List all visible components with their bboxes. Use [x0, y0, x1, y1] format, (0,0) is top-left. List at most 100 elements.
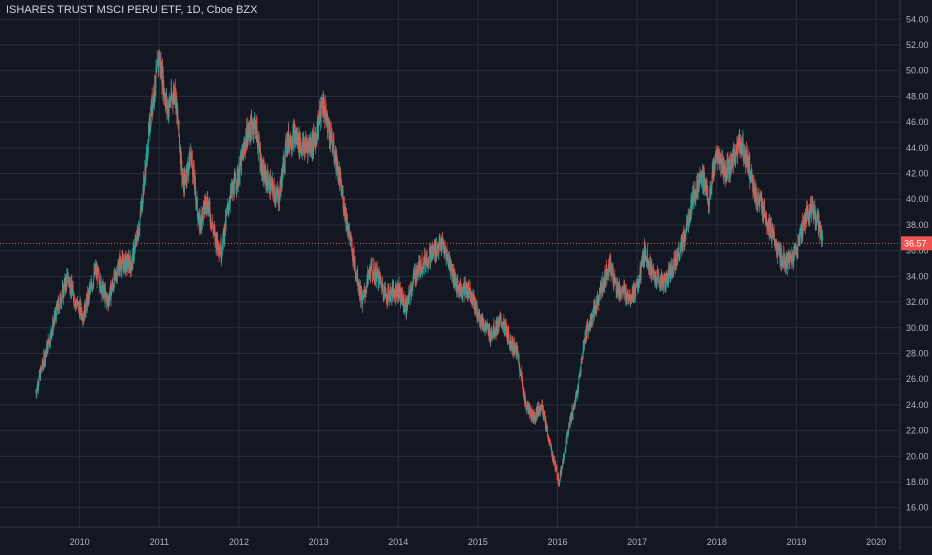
candle-body: [337, 160, 338, 166]
candle-body: [269, 176, 270, 191]
candle-body: [685, 239, 686, 242]
candle-body: [692, 192, 693, 204]
candle-body: [134, 246, 135, 254]
candle-body: [362, 304, 363, 308]
candle-body: [777, 247, 778, 257]
candle-body: [687, 218, 688, 224]
candle-body: [498, 319, 499, 327]
candle-body: [681, 239, 682, 245]
candle-body: [550, 441, 551, 444]
candle-body: [606, 274, 607, 276]
candle-body: [672, 269, 673, 276]
candle-body: [598, 300, 599, 305]
candle-body: [329, 128, 330, 138]
candle-body: [524, 392, 525, 400]
candle-body: [131, 267, 132, 270]
candle-body: [567, 432, 568, 443]
candle-body: [366, 290, 367, 291]
candle-body: [384, 290, 385, 297]
candle-body: [66, 275, 67, 287]
candle-body: [386, 292, 387, 298]
candle-body: [131, 256, 132, 264]
chart-title: ISHARES TRUST MSCI PERU ETF, 1D, Cboe BZ…: [6, 4, 257, 16]
candle-body: [349, 228, 350, 234]
candle-body: [566, 441, 567, 450]
candle-body: [456, 281, 457, 289]
candle-body: [788, 257, 789, 270]
candle-body: [354, 251, 355, 262]
candle-body: [608, 268, 609, 275]
candle-body: [119, 260, 120, 270]
candle-body: [731, 159, 732, 174]
candle-body: [473, 293, 474, 301]
candle-body: [323, 99, 324, 113]
candle-body: [420, 261, 421, 273]
candle-body: [378, 272, 379, 284]
candle-body: [671, 264, 672, 275]
candle-body: [591, 317, 592, 325]
candle-body: [50, 330, 51, 342]
candle-body: [51, 329, 52, 333]
candle-body: [532, 410, 533, 414]
candle-body: [315, 135, 316, 149]
candle-body: [110, 287, 111, 296]
candle-body: [667, 277, 668, 281]
candle-body: [485, 326, 486, 330]
candle-body: [619, 285, 620, 292]
candle-body: [733, 150, 734, 167]
candle-body: [534, 415, 535, 421]
candle-body: [810, 217, 811, 219]
candle-body: [328, 124, 329, 133]
candle-body: [85, 302, 86, 313]
candle-body: [581, 363, 582, 373]
candle-body: [74, 296, 75, 304]
candle-body: [643, 255, 644, 264]
candle-body: [179, 121, 180, 135]
candle-body: [494, 323, 495, 336]
candle-body: [59, 307, 60, 311]
candle-body: [764, 206, 765, 217]
candle-body: [768, 224, 769, 227]
candle-body: [46, 351, 47, 352]
candle-body: [422, 258, 423, 272]
candle-body: [274, 189, 275, 198]
candle-body: [800, 237, 801, 243]
candle-body: [226, 215, 227, 226]
candle-body: [276, 194, 277, 200]
candle-body: [697, 176, 698, 186]
candle-body: [615, 276, 616, 280]
candle-body: [123, 263, 124, 264]
candle-body: [688, 224, 689, 227]
candle-body: [723, 164, 724, 179]
candle-body: [462, 287, 463, 293]
candle-body: [181, 149, 182, 169]
candle-body: [613, 268, 614, 284]
candle-body: [584, 344, 585, 347]
candle-body: [261, 160, 262, 176]
candle-body: [47, 345, 48, 354]
candle-body: [578, 384, 579, 390]
candle-body: [223, 232, 224, 235]
candle-body: [275, 192, 276, 201]
candle-body: [420, 272, 421, 273]
candle-body: [752, 174, 753, 189]
candle-body: [343, 193, 344, 208]
candle-body: [690, 207, 691, 214]
candle-body: [117, 266, 118, 274]
candle-body: [87, 297, 88, 308]
candle-body: [650, 264, 651, 273]
candle-body: [416, 269, 417, 278]
candle-body: [546, 420, 547, 426]
candle-body: [157, 67, 158, 68]
candle-body: [658, 272, 659, 276]
candle-body: [126, 265, 127, 268]
candle-body: [725, 169, 726, 181]
candle-body: [105, 288, 106, 293]
candle-body: [334, 139, 335, 156]
candle-body: [263, 166, 264, 175]
candle-body: [243, 146, 244, 160]
candle-body: [366, 283, 367, 291]
candle-body: [228, 204, 229, 208]
